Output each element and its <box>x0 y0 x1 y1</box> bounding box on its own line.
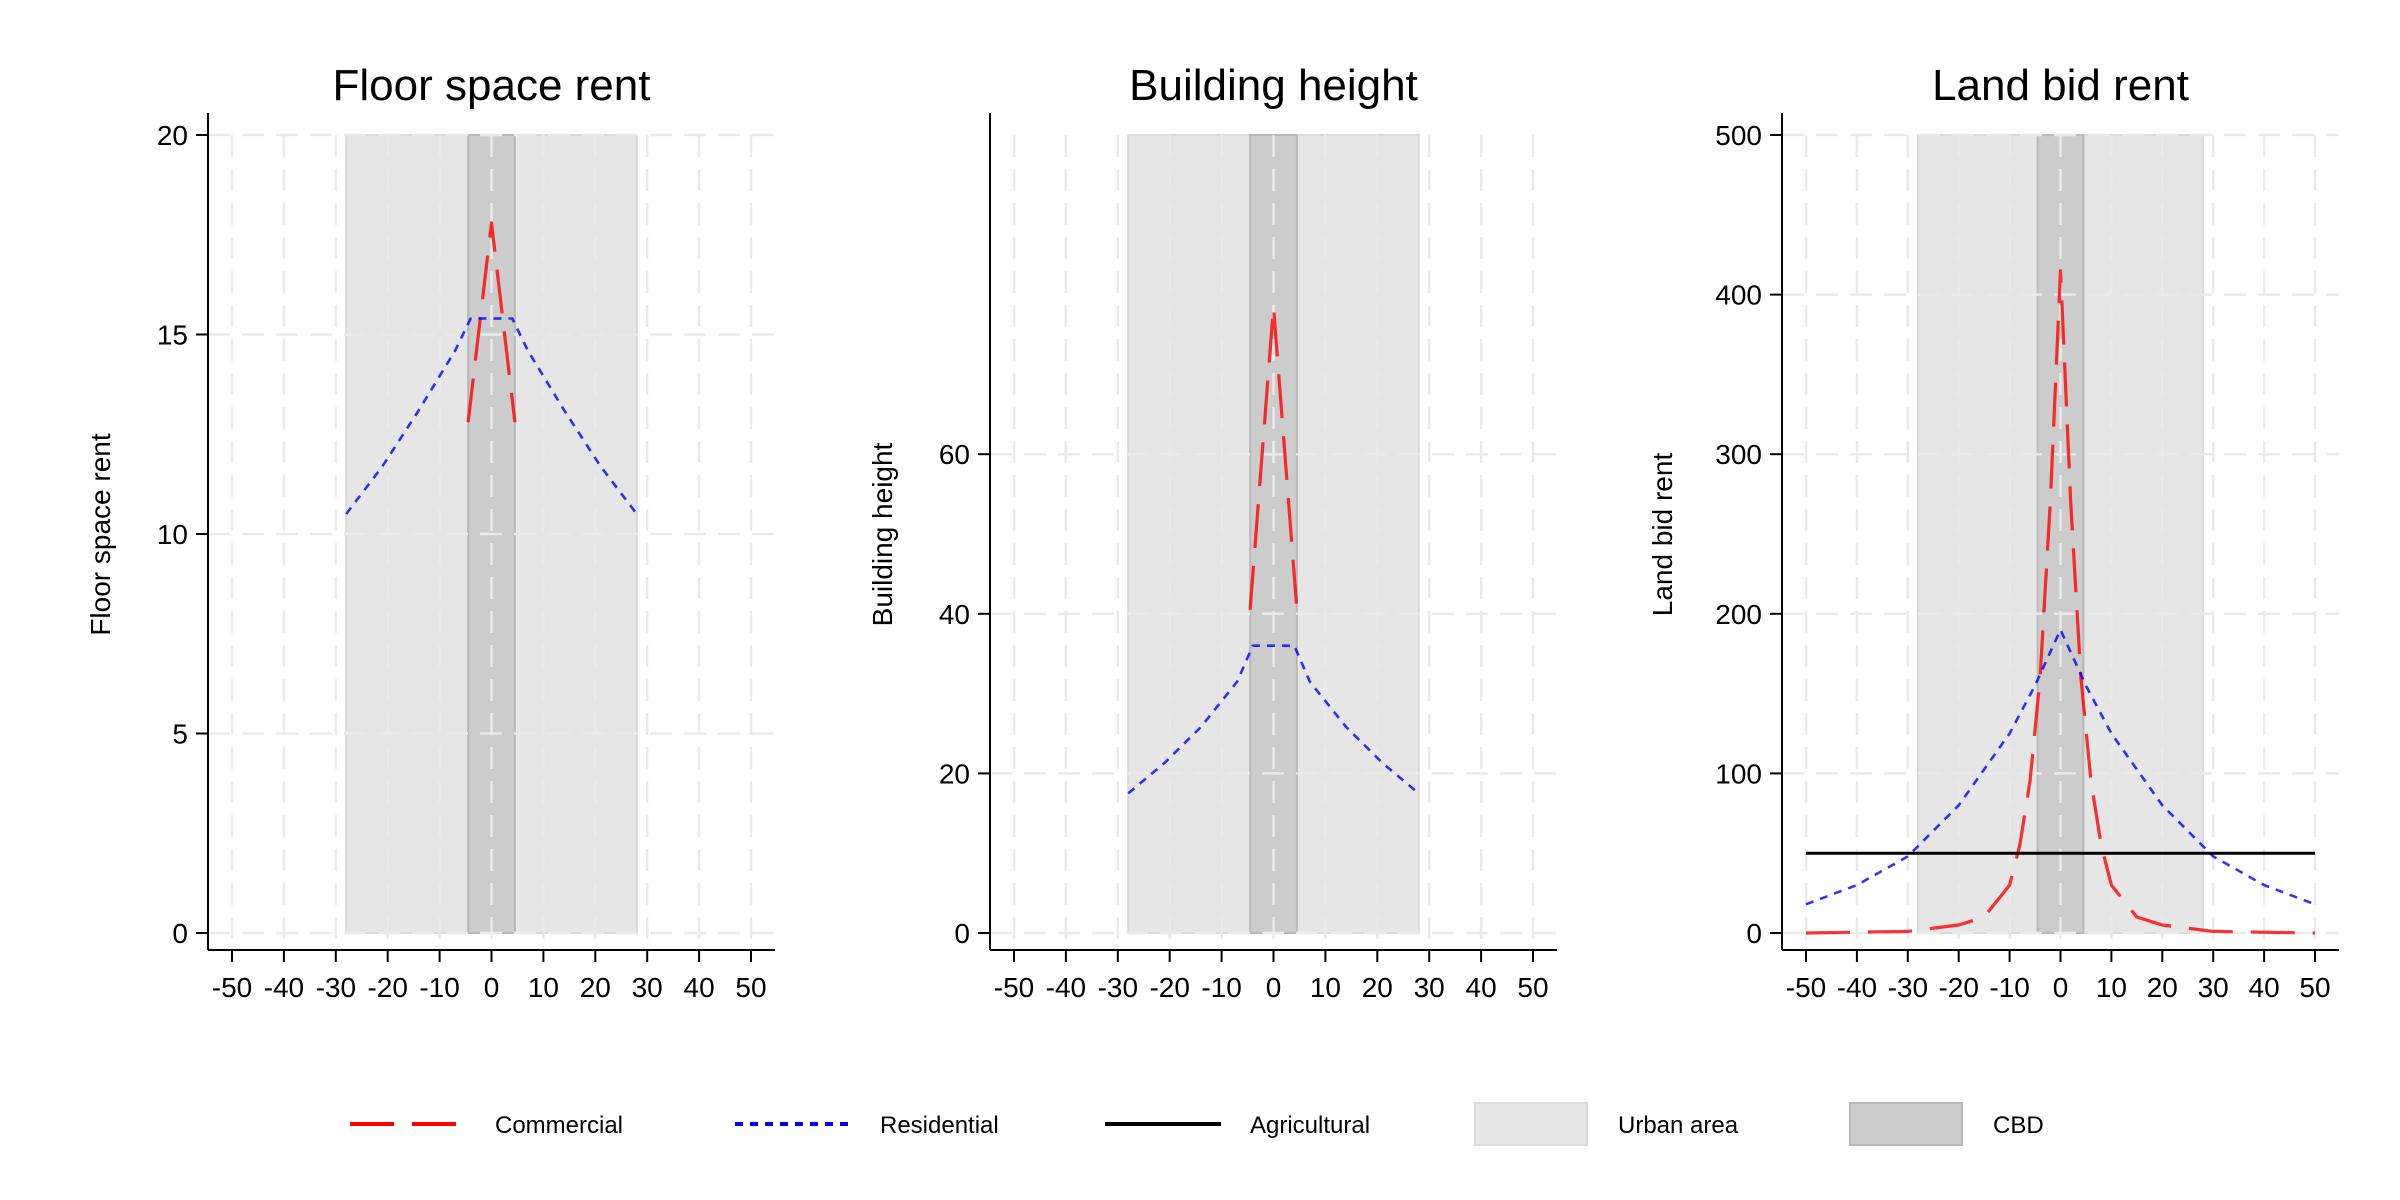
y-axis-label: Building height <box>867 442 898 626</box>
legend-item-agricultural: Agricultural <box>1105 1112 1370 1139</box>
series-line-residential <box>345 317 638 515</box>
x-tick-label: 10 <box>528 972 559 1003</box>
x-tick-label: 20 <box>1362 972 1393 1003</box>
x-tick-label: 50 <box>2299 972 2330 1003</box>
x-tick-label: 50 <box>1517 972 1548 1003</box>
y-tick-label: 100 <box>1715 758 1762 789</box>
x-tick-label: -40 <box>264 972 304 1003</box>
y-tick-label: 500 <box>1715 120 1762 151</box>
y-tick-label: 400 <box>1715 280 1762 311</box>
y-tick-label: 200 <box>1715 599 1762 630</box>
x-tick-label: 20 <box>580 972 611 1003</box>
y-axis-label: Land bid rent <box>1647 453 1678 617</box>
y-tick-label: 0 <box>172 918 188 949</box>
legend-swatch-urban-area <box>1474 1102 1588 1146</box>
x-tick-label: 30 <box>1414 972 1445 1003</box>
y-tick-label: 10 <box>157 519 188 550</box>
x-tick-label: -40 <box>1837 972 1877 1003</box>
x-tick-label: 10 <box>2096 972 2127 1003</box>
legend-item-commercial: Commercial <box>350 1112 623 1139</box>
x-tick-label: -10 <box>419 972 459 1003</box>
series-line-residential <box>1805 628 2316 906</box>
x-tick-label: -20 <box>367 972 407 1003</box>
panel-land-bid-rent: -50 -40 -30 -20 -10 0 10 20 30 40 5001002003004005… <box>1647 61 2339 1003</box>
legend-label-urban-area: Urban area <box>1618 1112 1739 1139</box>
x-tick-label: 40 <box>1466 972 1497 1003</box>
y-axis-label: Floor space rent <box>85 433 116 636</box>
legend-swatch-cbd <box>1849 1102 1963 1146</box>
x-tick-label: 0 <box>484 972 500 1003</box>
legend-label-residential: Residential <box>880 1112 999 1139</box>
y-tick-label: 40 <box>939 599 970 630</box>
legend-item-cbd: CBD <box>1849 1102 2044 1146</box>
y-tick-label: 5 <box>172 719 188 750</box>
x-tick-label: -10 <box>1989 972 2029 1003</box>
x-tick-label: -30 <box>1888 972 1928 1003</box>
x-tick-label: -40 <box>1046 972 1086 1003</box>
y-tick-label: 15 <box>157 320 188 351</box>
x-tick-label: 10 <box>1310 972 1341 1003</box>
series-line-commercial <box>1805 269 2316 935</box>
panel-title: Building height <box>1129 61 1418 110</box>
panel-building-height: -50 -40 -30 -20 -10 0 10 20 30 40 50 0 20 40 60 Buildi… <box>867 61 1557 1003</box>
x-tick-label: -50 <box>212 972 252 1003</box>
x-tick-label: 30 <box>2198 972 2229 1003</box>
x-tick-label: -20 <box>1938 972 1978 1003</box>
x-tick-label: -30 <box>1098 972 1138 1003</box>
x-tick-label: 0 <box>1266 972 1282 1003</box>
x-tick-label: 0 <box>2053 972 2069 1003</box>
x-tick-label: -50 <box>994 972 1034 1003</box>
panel-title: Land bid rent <box>1932 61 2189 110</box>
x-tick-label: -10 <box>1201 972 1241 1003</box>
series-line-commercial <box>466 221 517 423</box>
legend-label-cbd: CBD <box>1993 1112 2044 1139</box>
x-tick-label: -30 <box>316 972 356 1003</box>
legend: Commercial Residential Agricultural Urba… <box>350 1102 2044 1146</box>
legend-label-agricultural: Agricultural <box>1250 1112 1370 1139</box>
y-tick-label: 60 <box>939 439 970 470</box>
x-tick-label: 20 <box>2147 972 2178 1003</box>
x-tick-label: 40 <box>2249 972 2280 1003</box>
series-line-residential <box>1127 644 1420 795</box>
x-tick-label: -20 <box>1149 972 1189 1003</box>
legend-item-residential: Residential <box>735 1112 999 1139</box>
x-tick-label: 30 <box>632 972 663 1003</box>
series-line-commercial <box>1248 305 1299 610</box>
legend-item-urban-area: Urban area <box>1474 1102 1739 1146</box>
x-tick-label: 50 <box>735 972 766 1003</box>
y-tick-label: 20 <box>939 758 970 789</box>
panel-floor-space-rent: -50 -40 -30 -20 -10 0 10 20 30 40 50 0 5 10 15 20 Floor… <box>85 61 775 1003</box>
x-tick-label: 40 <box>684 972 715 1003</box>
y-tick-label: 300 <box>1715 439 1762 470</box>
y-tick-label: 0 <box>954 918 970 949</box>
legend-label-commercial: Commercial <box>495 1112 623 1139</box>
x-tick-label: -50 <box>1786 972 1826 1003</box>
panel-title: Floor space rent <box>333 61 651 110</box>
y-tick-label: 0 <box>1746 918 1762 949</box>
y-tick-label: 20 <box>157 120 188 151</box>
